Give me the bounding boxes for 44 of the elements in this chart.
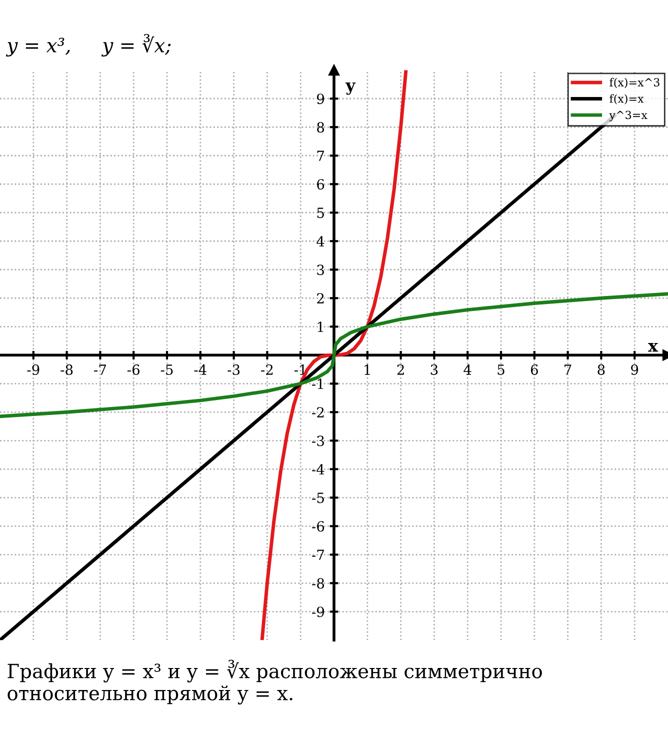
legend-label: f(x)=x^3 bbox=[610, 78, 660, 88]
y-axis-title: y bbox=[345, 82, 356, 95]
y-tick-label: 8 bbox=[317, 122, 324, 133]
y-tick-label: -1 bbox=[312, 378, 323, 389]
x-tick-label: -2 bbox=[261, 364, 273, 375]
x-tick-label: -5 bbox=[160, 364, 173, 375]
x-tick-label: 4 bbox=[464, 364, 472, 375]
legend-label: y^3=x bbox=[609, 110, 648, 122]
x-tick-label: 6 bbox=[530, 364, 538, 375]
x-tick-label: -7 bbox=[94, 364, 106, 375]
y-tick-label: -2 bbox=[312, 407, 324, 418]
y-tick-label: 3 bbox=[317, 264, 324, 276]
x-tick-label: -4 bbox=[194, 364, 206, 375]
y-tick-label: 6 bbox=[317, 179, 324, 190]
y-tick-label: 1 bbox=[318, 322, 323, 332]
text: Графики y = x³ и y = ∛x расположены симметрично относительно прямой y = x. bbox=[8, 660, 542, 704]
x-axis-title: x bbox=[648, 343, 658, 352]
x-tick-label: 9 bbox=[631, 364, 638, 375]
x-tick-label: 2 bbox=[397, 364, 404, 375]
line-series bbox=[260, 70, 408, 640]
x-tick-label: -3 bbox=[228, 364, 240, 375]
x-tick-label: -6 bbox=[127, 364, 140, 375]
x-tick-label: 1 bbox=[364, 364, 370, 375]
y-tick-label: 2 bbox=[317, 293, 324, 304]
legend-label: f(x)=x bbox=[610, 94, 644, 104]
y-tick-label: -6 bbox=[312, 521, 324, 532]
y-tick-label: 9 bbox=[317, 94, 324, 104]
y-tick-label: -8 bbox=[312, 578, 324, 589]
y-tick-label: -3 bbox=[312, 436, 324, 446]
x-tick-label: 8 bbox=[598, 364, 605, 375]
line-series bbox=[0, 292, 668, 418]
chart-title: y = x³, y = ∛x; bbox=[6, 34, 171, 57]
x-tick-label: 7 bbox=[564, 364, 572, 375]
x-tick-label: -9 bbox=[27, 364, 40, 375]
y-tick-label: 5 bbox=[317, 208, 324, 218]
y-tick-label: -9 bbox=[312, 606, 324, 618]
y-tick-label: 7 bbox=[317, 150, 324, 161]
y-tick-label: -5 bbox=[312, 492, 324, 504]
y-tick-label: 4 bbox=[316, 236, 324, 246]
x-tick-label: 3 bbox=[430, 364, 438, 375]
y-tick-label: -7 bbox=[312, 550, 324, 560]
x-tick-label: 5 bbox=[498, 364, 504, 375]
y-tick-label: -4 bbox=[312, 464, 324, 474]
x-tick-label: -8 bbox=[60, 364, 73, 375]
